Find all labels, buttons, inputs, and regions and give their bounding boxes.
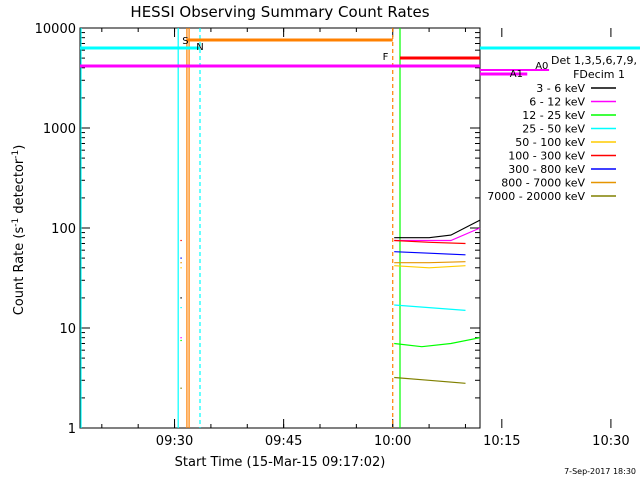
x-tick-label: 10:30 [592, 434, 629, 449]
series-line [394, 376, 466, 384]
series-line [394, 337, 481, 348]
legend-entry-label: 300 - 800 keV [508, 163, 585, 176]
annotation-label: A0 [535, 61, 548, 72]
legend-entry-label: 100 - 300 keV [508, 150, 585, 163]
series-line [394, 265, 466, 269]
x-tick-label: 10:15 [483, 434, 520, 449]
annotation-label: F [383, 52, 389, 63]
x-axis-label: Start Time (15-Mar-15 09:17:02) [175, 455, 386, 470]
annotation-label: A1 [510, 69, 523, 80]
x-tick-label: 10:00 [374, 434, 411, 449]
y-axis-label: Count Rate (s-1 detector-1) [11, 145, 27, 316]
legend-entry-label: 12 - 25 keV [522, 109, 585, 122]
y-axis-label-part2: detector [12, 158, 27, 218]
y-tick-label: 1000 [43, 122, 76, 137]
series-line [394, 304, 466, 311]
series-line [394, 251, 466, 256]
plot-area: 1 10 100 1000 10000 09:30 09:45 10:00 10:15 10:30… [35, 22, 640, 449]
y-axis-label-part1: Count Rate (s [12, 227, 27, 316]
legend-header-2: FDecim 1 [573, 68, 625, 81]
legend-entry-label: 6 - 12 keV [529, 96, 585, 109]
chart-title: HESSI Observing Summary Count Rates [130, 3, 429, 21]
series-line [394, 261, 466, 264]
y-axis-label-part3: ) [12, 145, 27, 150]
annotation-label: N [196, 42, 203, 53]
x-tick-label: 09:45 [265, 434, 302, 449]
legend-header-1: Det 1,3,5,6,7,9, [551, 54, 637, 67]
series-line [394, 239, 466, 245]
x-tick-label: 09:30 [156, 434, 193, 449]
legend-entry-label: 25 - 50 keV [522, 123, 585, 136]
legend-entry-label: 7000 - 20000 keV [487, 190, 585, 203]
series-line [394, 219, 481, 239]
series-line [394, 227, 481, 242]
footer-date: 7-Sep-2017 18:30 [564, 467, 636, 476]
legend-entry-label: 3 - 6 keV [536, 82, 585, 95]
legend-entry-label: 800 - 7000 keV [501, 177, 585, 190]
y-tick-label: 100 [51, 222, 76, 237]
legend-entry-label: 50 - 100 keV [515, 136, 585, 149]
annotation-label: S [182, 36, 188, 47]
y-tick-label: 1 [68, 422, 76, 437]
y-tick-label: 10 [59, 322, 76, 337]
y-tick-label: 10000 [35, 22, 76, 37]
y-axis-label-sup2: -1 [11, 150, 21, 159]
plot-frame [79, 27, 481, 429]
y-axis-label-sup1: -1 [11, 218, 21, 227]
